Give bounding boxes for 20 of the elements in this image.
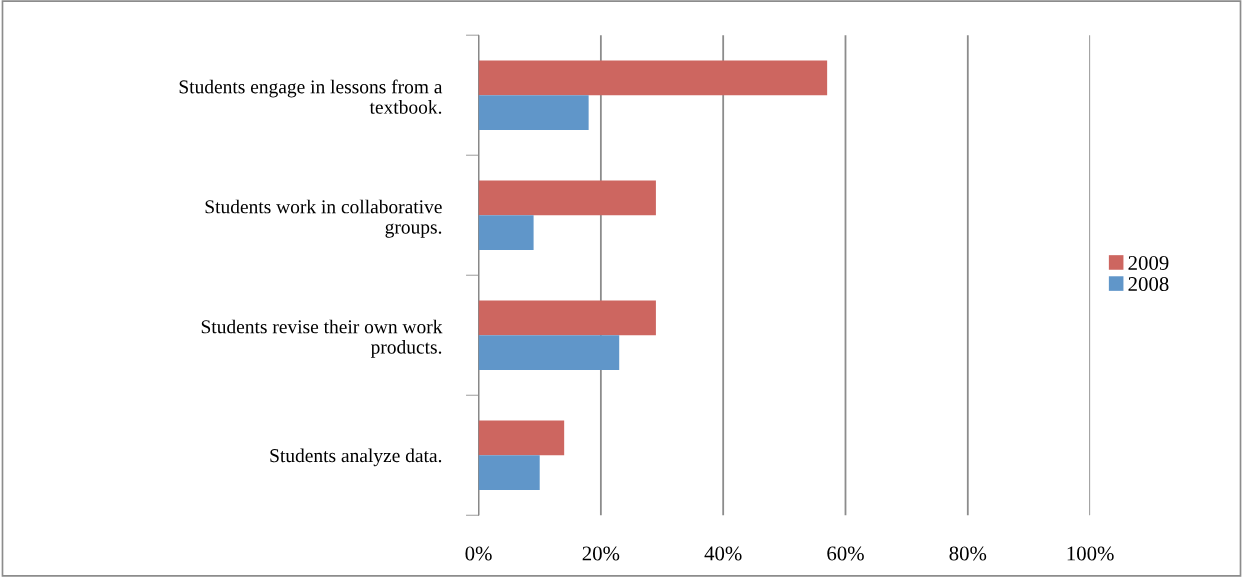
bar [478,215,534,251]
x-tick-label: 100% [1067,546,1114,561]
bar [478,60,828,96]
legend-label: 2009 [1128,255,1169,270]
legend-label: 2008 [1128,277,1169,292]
x-tick-label: 20% [582,546,620,561]
bar [478,335,620,371]
bar [478,180,656,216]
x-tick-label: 80% [949,546,987,561]
y-tick-label: Students engage in lessons from a textbook. [179,79,443,114]
y-tick-label: Students analyze data. [270,448,442,467]
x-tick-label: 40% [704,546,742,561]
bar [478,300,656,336]
y-tick-label: Students work in collaborative groups. [205,199,442,238]
bar [478,455,540,491]
bar [478,95,589,131]
x-tick-label: 0% [465,546,492,561]
y-tick-label: Students revise their own work products. [201,319,443,358]
x-tick-label: 60% [827,546,864,561]
bar [478,420,565,456]
